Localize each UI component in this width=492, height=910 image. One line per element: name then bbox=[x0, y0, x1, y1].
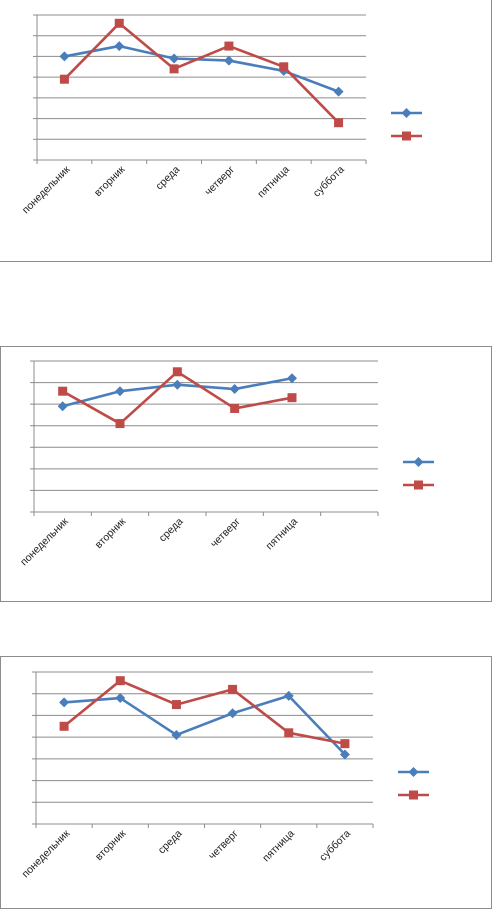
series-2-point bbox=[115, 419, 125, 429]
series-1-line bbox=[63, 694, 346, 756]
series-2-point bbox=[59, 721, 69, 731]
series-2-point bbox=[169, 64, 179, 74]
series-1-point bbox=[333, 86, 344, 97]
series-2-point bbox=[172, 367, 182, 377]
x-tick-label: вторник bbox=[93, 515, 129, 551]
series-2-point bbox=[287, 393, 297, 403]
chart-3: понедельник вторник среда четверг пятница суб… bbox=[0, 656, 492, 909]
series-2-point bbox=[228, 684, 238, 694]
series-1-point bbox=[172, 379, 183, 390]
x-tick-label: вторник bbox=[93, 827, 129, 863]
x-tick-label: суббота bbox=[311, 164, 347, 200]
series-1-point bbox=[227, 708, 238, 719]
x-tick-label: понедельник bbox=[20, 827, 73, 880]
x-tick-label: четверг bbox=[208, 516, 243, 551]
series-1-point bbox=[169, 53, 180, 64]
x-tick-label: понедельник bbox=[20, 163, 73, 216]
x-tick-label: пятница bbox=[255, 164, 292, 201]
chart-svg: понедельник вторник среда четверг пятница суб… bbox=[20, 671, 429, 880]
series-1-line bbox=[64, 44, 340, 93]
series-1-point bbox=[114, 41, 125, 52]
series-1-point bbox=[115, 386, 125, 397]
series-2-point bbox=[340, 739, 350, 749]
series-2-point bbox=[59, 74, 69, 84]
series-1-point bbox=[339, 749, 350, 760]
series-1-point bbox=[57, 401, 68, 412]
chart-1: понедельник вторник среда четверг пятница суб… bbox=[0, 0, 492, 262]
x-tick-label: четверг bbox=[203, 164, 238, 199]
series-1-point bbox=[283, 690, 294, 701]
series-2-point bbox=[230, 403, 240, 413]
legend-series-2-marker bbox=[409, 790, 418, 800]
series-2-point bbox=[114, 18, 124, 28]
series-2-point bbox=[171, 700, 181, 710]
legend-series-1-marker bbox=[413, 457, 424, 467]
series-2-line bbox=[63, 679, 346, 745]
series-2-point bbox=[224, 41, 234, 51]
x-tick-label: суббота bbox=[317, 828, 353, 864]
series-2-line bbox=[63, 21, 340, 124]
series-1-point bbox=[115, 693, 126, 704]
x-tick-label: пятница bbox=[260, 828, 297, 865]
series-1-point bbox=[59, 51, 70, 62]
series-2-point bbox=[58, 386, 68, 396]
series-1-point bbox=[287, 373, 297, 384]
x-tick-label: вторник bbox=[92, 163, 128, 199]
series-1-point bbox=[229, 384, 240, 395]
x-tick-label: четверг bbox=[206, 828, 241, 863]
series-2-point bbox=[334, 118, 344, 128]
series-1-point bbox=[223, 55, 234, 66]
x-tick-label: среда bbox=[157, 516, 186, 545]
series-2-point bbox=[284, 728, 294, 738]
series-1-point bbox=[171, 729, 182, 740]
chart-2: понедельник вторник среда четверг пятница bbox=[0, 346, 492, 602]
series-2-point bbox=[279, 62, 289, 72]
chart-svg: понедельник вторник среда четверг пятница суб… bbox=[20, 14, 422, 216]
legend-series-2-marker bbox=[414, 480, 423, 490]
x-tick-label: пятница bbox=[264, 516, 301, 553]
chart-svg: понедельник вторник среда четверг пятница bbox=[18, 360, 434, 568]
legend-series-1-marker bbox=[401, 108, 412, 118]
series-1-point bbox=[59, 697, 70, 708]
legend-series-1-marker bbox=[408, 767, 419, 777]
legend-series-2-marker bbox=[402, 131, 411, 141]
x-tick-label: среда bbox=[153, 164, 182, 193]
series-2-point bbox=[115, 676, 125, 686]
x-tick-label: понедельник bbox=[18, 515, 71, 568]
x-tick-label: среда bbox=[156, 828, 185, 857]
